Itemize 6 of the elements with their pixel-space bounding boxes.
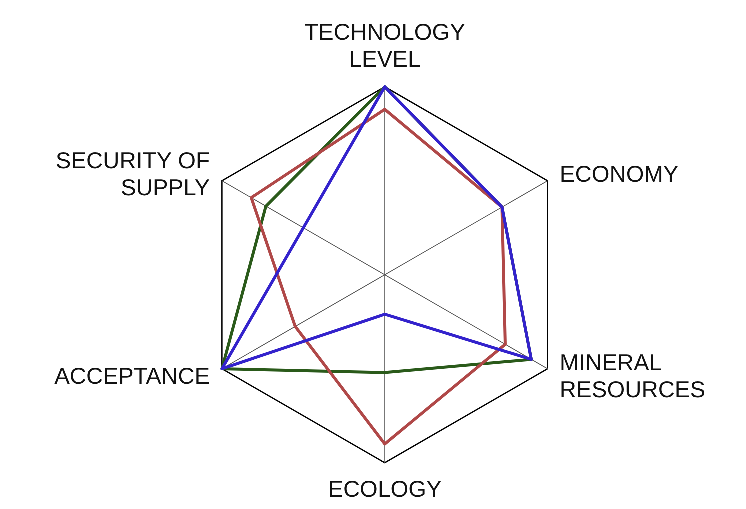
spoke-label: MINERAL RESOURCES bbox=[560, 350, 706, 402]
spoke-label: ACCEPTANCE bbox=[54, 363, 210, 389]
spoke-label: SECURITY OF SUPPLY bbox=[56, 148, 210, 200]
spoke-label: ECOLOGY bbox=[328, 476, 442, 502]
spoke-label: TECHNOLOGY LEVEL bbox=[304, 19, 466, 72]
spoke-label: ECONOMY bbox=[560, 161, 679, 187]
